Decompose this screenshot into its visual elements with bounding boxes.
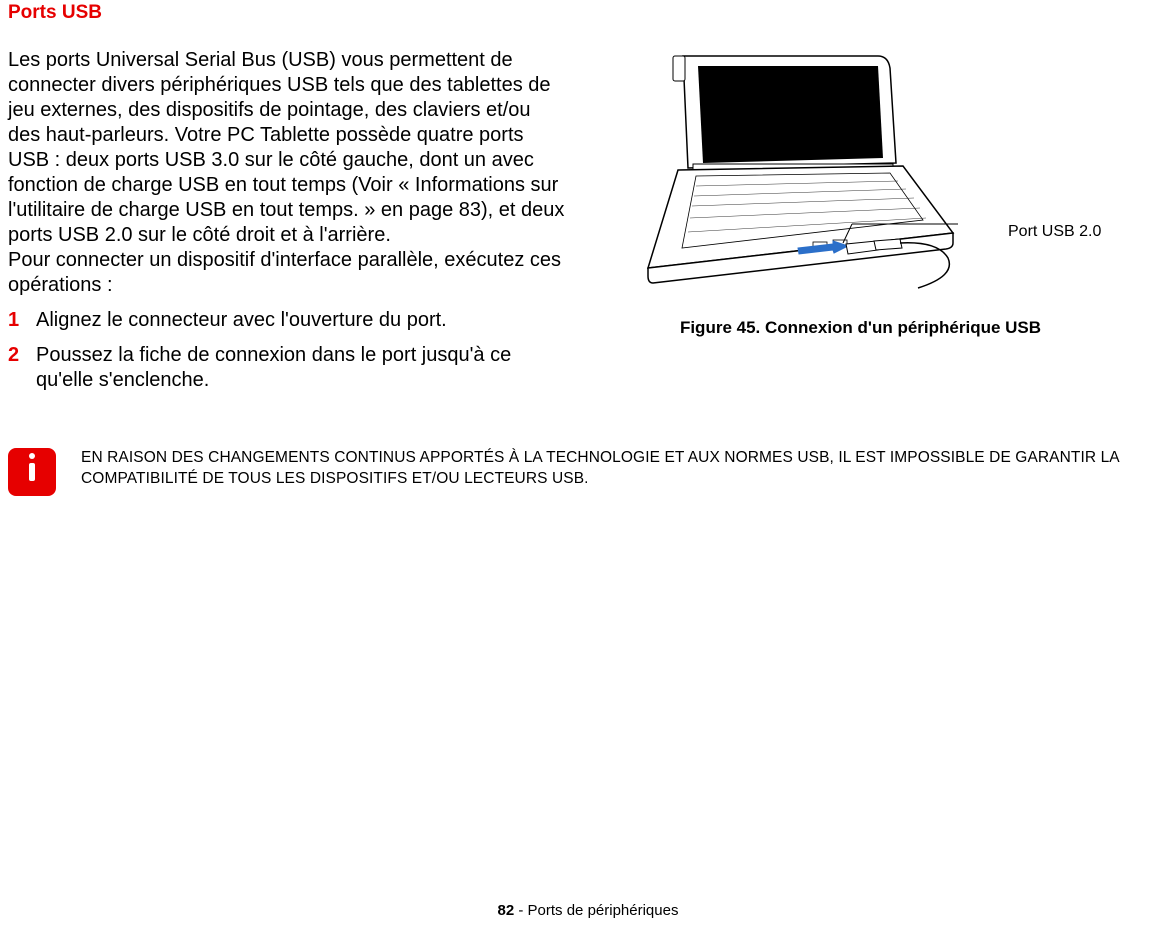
step-list: 1 Alignez le connecteur avec l'ouverture… xyxy=(8,308,568,393)
two-column-layout: Les ports Universal Serial Bus (USB) vou… xyxy=(8,48,1168,393)
body-paragraph-1: Les ports Universal Serial Bus (USB) vou… xyxy=(8,48,568,248)
right-column: Port USB 2.0 Figure 45. Connexion d'un p… xyxy=(618,48,1168,393)
body-paragraph-2: Pour connecter un dispositif d'interface… xyxy=(8,248,568,298)
step-item: 2 Poussez la fiche de connexion dans le … xyxy=(8,343,568,393)
info-note-text: En raison des changements continus appor… xyxy=(81,448,1168,490)
laptop-usb-illustration xyxy=(618,48,958,298)
step-text: Alignez le connecteur avec l'ouverture d… xyxy=(36,309,447,331)
section-heading: Ports USB xyxy=(8,2,1168,24)
step-number: 1 xyxy=(8,308,19,333)
left-column: Les ports Universal Serial Bus (USB) vou… xyxy=(8,48,568,393)
info-note: En raison des changements continus appor… xyxy=(8,448,1168,496)
page-footer: 82 - Ports de périphériques xyxy=(0,902,1176,919)
figure: Port USB 2.0 Figure 45. Connexion d'un p… xyxy=(618,48,1103,338)
footer-section: - Ports de périphériques xyxy=(514,902,678,919)
step-text: Poussez la fiche de connexion dans le po… xyxy=(36,344,511,391)
figure-caption: Figure 45. Connexion d'un périphérique U… xyxy=(618,318,1103,338)
page-number: 82 xyxy=(498,902,515,919)
step-item: 1 Alignez le connecteur avec l'ouverture… xyxy=(8,308,568,333)
step-number: 2 xyxy=(8,343,19,368)
info-icon xyxy=(8,448,56,496)
port-label: Port USB 2.0 xyxy=(1008,223,1101,241)
